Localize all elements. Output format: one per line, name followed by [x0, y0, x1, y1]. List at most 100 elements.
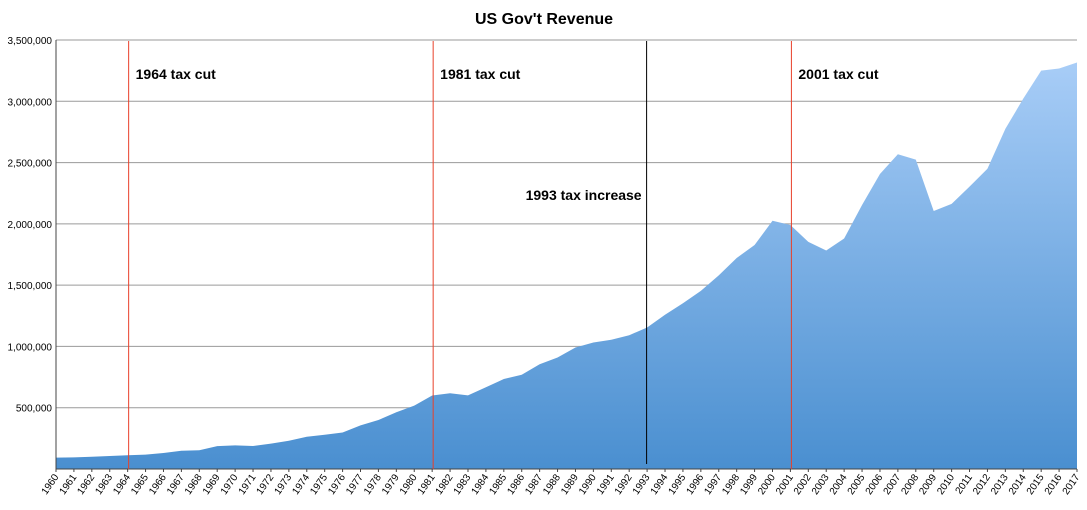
- data-point: [611, 339, 612, 340]
- data-point: [969, 186, 970, 187]
- data-point: [593, 342, 594, 343]
- data-point: [879, 173, 880, 174]
- x-tick-label: 2012: [971, 472, 993, 497]
- data-point: [664, 314, 665, 315]
- x-tick-label: 1969: [201, 472, 223, 497]
- data-point: [414, 405, 415, 406]
- x-tick-label: 2002: [792, 472, 814, 497]
- annotations: 1964 tax cut 1981 tax cut 1993 tax increas…: [128, 41, 879, 469]
- revenue-area: [56, 62, 1077, 469]
- x-tick-label: 1997: [702, 472, 724, 497]
- x-tick-label: 1982: [434, 472, 456, 497]
- x-tick-label: 2005: [846, 472, 868, 497]
- data-point: [235, 445, 236, 446]
- x-tick-label: 1966: [147, 472, 169, 497]
- x-tick-label: 2017: [1061, 472, 1083, 497]
- data-point: [181, 450, 182, 451]
- x-tick-label: 2011: [954, 472, 976, 496]
- data-point: [861, 204, 862, 205]
- x-tick-label: 1962: [76, 472, 98, 497]
- x-tick-label: 1987: [523, 472, 545, 497]
- data-point: [700, 290, 701, 291]
- annotation-label: 1964 tax cut: [136, 66, 216, 82]
- x-tick-label: 1991: [595, 472, 617, 497]
- x-tick-label: 2003: [810, 472, 832, 497]
- y-tick-label: 2,500,000: [8, 159, 53, 170]
- x-tick-label: 1973: [273, 472, 295, 497]
- data-point: [324, 434, 325, 435]
- x-tick-label: 2015: [1025, 472, 1047, 497]
- x-tick-label: 1979: [380, 472, 402, 497]
- data-point: [790, 224, 791, 225]
- x-tick-label: 2001: [774, 472, 796, 497]
- x-tick-label: 1965: [129, 472, 151, 497]
- data-point: [933, 210, 934, 211]
- data-point: [449, 393, 450, 394]
- data-point: [951, 203, 952, 204]
- y-tick-label: 1,000,000: [8, 342, 53, 353]
- data-point: [467, 395, 468, 396]
- x-tick-label: 1970: [219, 472, 241, 497]
- data-point: [360, 425, 361, 426]
- x-tick-label: 2010: [935, 472, 957, 497]
- data-point: [754, 244, 755, 245]
- x-tick-label: 1967: [165, 472, 187, 497]
- x-tick-label: 2008: [899, 472, 921, 497]
- x-tick-label: 2014: [1007, 472, 1029, 497]
- data-point: [808, 241, 809, 242]
- data-point: [1058, 68, 1059, 69]
- y-tick-label: 2,000,000: [8, 220, 53, 231]
- gridlines: [56, 39, 1077, 409]
- x-tick-labels: 1960196119621963196419651966196719681969…: [40, 472, 1083, 497]
- chart-title: US Gov't Revenue: [475, 11, 613, 28]
- data-point: [897, 154, 898, 155]
- data-point: [575, 347, 576, 348]
- x-tick-label: 2016: [1043, 472, 1065, 497]
- data-point: [915, 159, 916, 160]
- data-point: [109, 455, 110, 456]
- x-tick-label: 1972: [255, 472, 277, 497]
- data-point: [199, 450, 200, 451]
- data-point: [127, 455, 128, 456]
- data-point: [73, 457, 74, 458]
- data-point: [1041, 70, 1042, 71]
- x-tick-label: 2000: [756, 472, 778, 497]
- data-point: [539, 364, 540, 365]
- data-point: [378, 419, 379, 420]
- x-tick-label: 1971: [237, 472, 259, 497]
- x-tick-label: 1999: [738, 472, 760, 497]
- data-point: [217, 445, 218, 446]
- x-tick-label: 1988: [541, 472, 563, 497]
- series-area: [56, 62, 1077, 469]
- x-tick-label: 1963: [93, 472, 115, 497]
- annotation-label: 1981 tax cut: [440, 66, 520, 82]
- data-point: [718, 275, 719, 276]
- data-point: [396, 412, 397, 413]
- data-point: [1076, 62, 1077, 63]
- x-tick-label: 1961: [58, 472, 80, 497]
- data-point: [145, 454, 146, 455]
- data-point: [772, 220, 773, 221]
- data-point: [682, 303, 683, 304]
- x-tick-label: 1995: [667, 472, 689, 497]
- data-point: [342, 432, 343, 433]
- data-point: [557, 357, 558, 358]
- x-tick-label: 1977: [344, 472, 366, 497]
- data-point: [1005, 128, 1006, 129]
- data-point: [503, 378, 504, 379]
- data-point: [432, 395, 433, 396]
- x-tick-label: 1994: [649, 472, 671, 497]
- y-tick-label: 1,500,000: [8, 281, 53, 292]
- data-point: [826, 250, 827, 251]
- data-point: [306, 436, 307, 437]
- data-point: [844, 238, 845, 239]
- x-tick-label: 1981: [416, 472, 438, 497]
- data-point: [252, 445, 253, 446]
- data-point: [987, 168, 988, 169]
- data-point: [1023, 98, 1024, 99]
- x-tick-label: 2006: [864, 472, 886, 497]
- y-tick-label: 3,000,000: [8, 97, 53, 108]
- x-tick-label: 1964: [111, 472, 133, 497]
- data-point: [485, 387, 486, 388]
